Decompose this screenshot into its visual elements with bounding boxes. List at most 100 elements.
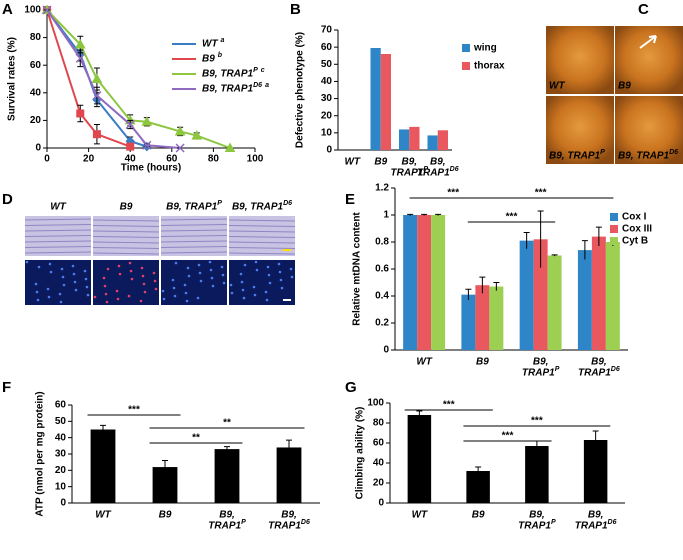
x-tick-label: TRAP1D6 (268, 519, 310, 531)
fiber (92, 225, 160, 227)
legend-label: B9, TRAP1P c (202, 67, 265, 79)
y-axis-label: Climbing ability (%) (355, 407, 366, 500)
nucleus (265, 298, 269, 302)
legend-swatch (610, 225, 618, 233)
nucleus (255, 268, 259, 272)
photo-label-sup: D6 (669, 149, 678, 156)
nucleus (222, 281, 226, 285)
scale-bar (283, 299, 291, 301)
marker (74, 38, 86, 49)
panel-letter: A (2, 1, 13, 18)
fiber (24, 251, 92, 254)
error-bar (493, 282, 500, 291)
bar (380, 54, 392, 150)
nucleus (139, 299, 143, 303)
legend-note: b (218, 52, 223, 59)
fluorescence-photo (161, 260, 227, 305)
legend-label: wing (473, 43, 497, 54)
error-bar (435, 213, 442, 216)
significance-label: *** (535, 188, 547, 199)
nucleus (74, 288, 78, 292)
nucleus (184, 291, 188, 295)
fluorescence-photo (229, 260, 295, 305)
fiber (24, 240, 92, 243)
nucleus (93, 295, 97, 299)
x-tick-label: B9, (588, 510, 604, 521)
y-tick-label: 40 (30, 87, 42, 98)
marker (224, 142, 236, 152)
bar (409, 126, 420, 150)
nucleus (117, 264, 121, 268)
bar (489, 286, 504, 350)
nucleus (254, 260, 258, 264)
y-tick-label: 80 (30, 32, 42, 43)
nucleus (199, 279, 203, 283)
legend-label: thorax (474, 61, 505, 72)
fiber (160, 246, 228, 248)
bar (525, 446, 549, 503)
nucleus (118, 272, 122, 276)
y-tick-label: 60 (321, 42, 333, 53)
nucleus (48, 262, 52, 266)
y-tick-label: 60 (30, 60, 42, 71)
x-tick-label: B9, (281, 510, 297, 521)
nucleus (104, 292, 108, 296)
bar (461, 294, 476, 350)
nucleus (73, 280, 77, 284)
x-tick-label: WT (95, 510, 111, 521)
bar (403, 215, 418, 350)
error-bar (523, 232, 530, 249)
fiber (228, 219, 296, 222)
nucleus (127, 294, 131, 298)
thorax-photo (546, 26, 614, 94)
marker (91, 73, 103, 83)
column-label: B9, TRAP1P (166, 200, 222, 212)
thorax-photo (615, 96, 683, 164)
nucleus (115, 289, 119, 293)
nucleus (289, 267, 293, 271)
panel-letter: D (2, 191, 13, 208)
x-tick-label: WT (416, 357, 432, 368)
x-tick-label: B9 (472, 510, 485, 521)
nucleus (140, 266, 144, 270)
nucleus (143, 290, 147, 294)
legend-label: WT a (202, 37, 225, 49)
marker (141, 116, 153, 126)
nucleus (253, 293, 257, 297)
photo-label: B9 (618, 81, 631, 92)
legend-note: a (221, 37, 225, 44)
x-tick-label: TRAP1D6 (578, 366, 620, 378)
nucleus (61, 275, 65, 279)
y-tick-label: 0 (326, 145, 332, 156)
bar (519, 240, 534, 350)
significance-label: *** (531, 416, 543, 427)
y-tick-label: 60 (55, 400, 67, 411)
column-label: B9, TRAP1D6 (232, 200, 292, 212)
x-tick-label-sup: D6 (608, 519, 617, 526)
significance-label: *** (447, 188, 459, 199)
x-tick-label: WT (412, 510, 428, 521)
y-tick-label: 20 (30, 115, 42, 126)
nucleus (102, 276, 106, 280)
nucleus (128, 261, 132, 265)
error-bar (592, 430, 599, 449)
nucleus (268, 281, 272, 285)
error-bar (479, 276, 486, 294)
marker (126, 142, 135, 151)
significance-label: *** (128, 405, 140, 416)
nucleus (211, 284, 215, 288)
x-tick-label-sup: P (241, 519, 246, 526)
bar (437, 130, 449, 150)
y-tick-label: 0 (383, 345, 389, 356)
nucleus (221, 273, 225, 277)
x-tick-label: 20 (83, 154, 95, 165)
scale-bar (283, 249, 291, 251)
marker (174, 125, 186, 136)
x-tick-label: 100 (247, 154, 264, 165)
significance-label: ** (223, 418, 231, 429)
y-axis-label: Defective phenotype (%) (295, 32, 306, 148)
fiber (24, 224, 92, 226)
error-bar (224, 446, 230, 452)
error-bar (407, 213, 414, 216)
fiber (92, 230, 160, 233)
